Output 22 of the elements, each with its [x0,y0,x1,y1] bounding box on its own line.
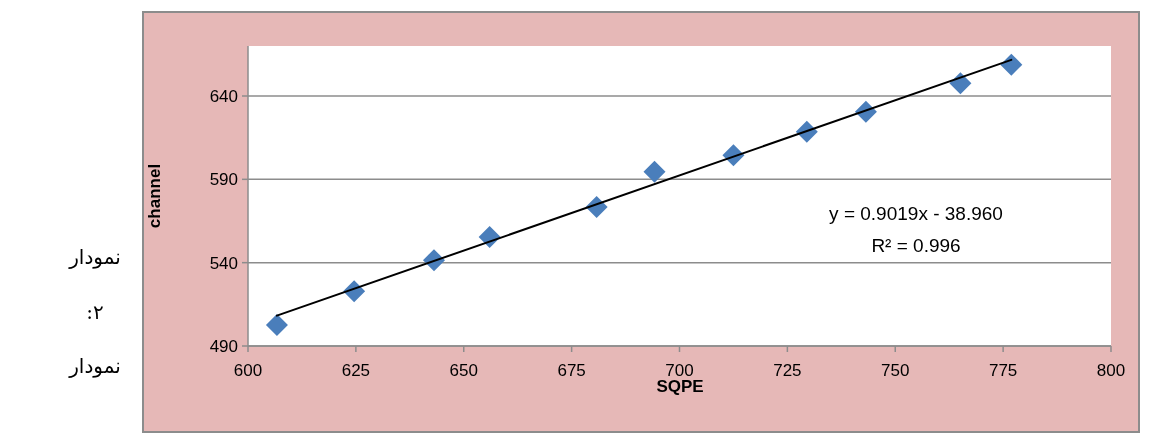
annotation: R² = 0.996 [871,235,961,256]
x-tick-label: 600 [233,361,263,380]
text: نمودار [68,245,121,269]
x-tick-label: 675 [557,361,586,380]
x-tick-label: 625 [341,361,371,380]
x-tick-label: 650 [449,361,478,380]
y-tick-label: 590 [209,170,238,190]
y-tick-label: 540 [209,253,238,273]
x-tick-label: 700 [665,361,694,380]
text: ۲: [86,300,104,324]
x-tick-label: 750 [881,361,910,380]
annotation: y = 0.9019x - 38.960 [829,203,1003,224]
point [265,314,288,336]
y-tick-label: 640 [209,87,238,106]
y-tick-label: 490 [209,337,238,356]
x-tick-label: 800 [1096,361,1126,380]
x-axis-title: SQPE [656,377,704,396]
text: نمودار [68,354,121,378]
x-tick-label: 775 [988,361,1018,380]
point [643,160,666,183]
y-axis-title: channel [145,163,164,229]
x-tick-label: 725 [773,361,802,380]
